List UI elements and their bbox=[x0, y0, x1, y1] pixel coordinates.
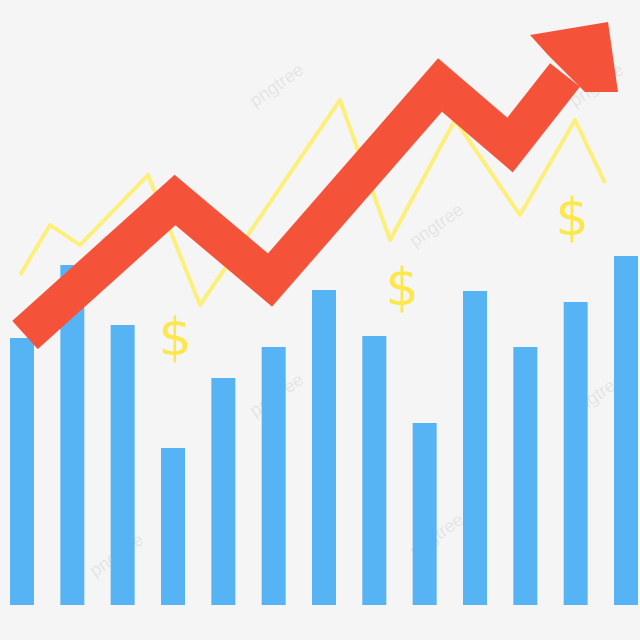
bar bbox=[362, 336, 387, 605]
bar bbox=[110, 325, 135, 605]
dollar-sign: $ bbox=[385, 258, 418, 318]
bar bbox=[261, 347, 286, 605]
bar bbox=[312, 290, 336, 605]
bar bbox=[614, 256, 638, 605]
bars bbox=[10, 256, 638, 605]
line bbox=[18, 98, 607, 307]
arrow-head bbox=[530, 22, 618, 92]
dollar-sign: $ bbox=[555, 188, 588, 248]
zigzag-line bbox=[18, 98, 607, 307]
bar bbox=[161, 448, 185, 605]
bar bbox=[211, 378, 236, 605]
trend-arrow bbox=[12, 22, 618, 350]
bar bbox=[463, 291, 487, 605]
bar bbox=[10, 338, 34, 605]
dollar-sign: $ bbox=[158, 308, 191, 368]
bar bbox=[412, 423, 437, 605]
bar bbox=[60, 265, 85, 605]
arrow-shaft bbox=[12, 58, 580, 350]
bar bbox=[513, 347, 538, 605]
bar bbox=[563, 302, 588, 605]
